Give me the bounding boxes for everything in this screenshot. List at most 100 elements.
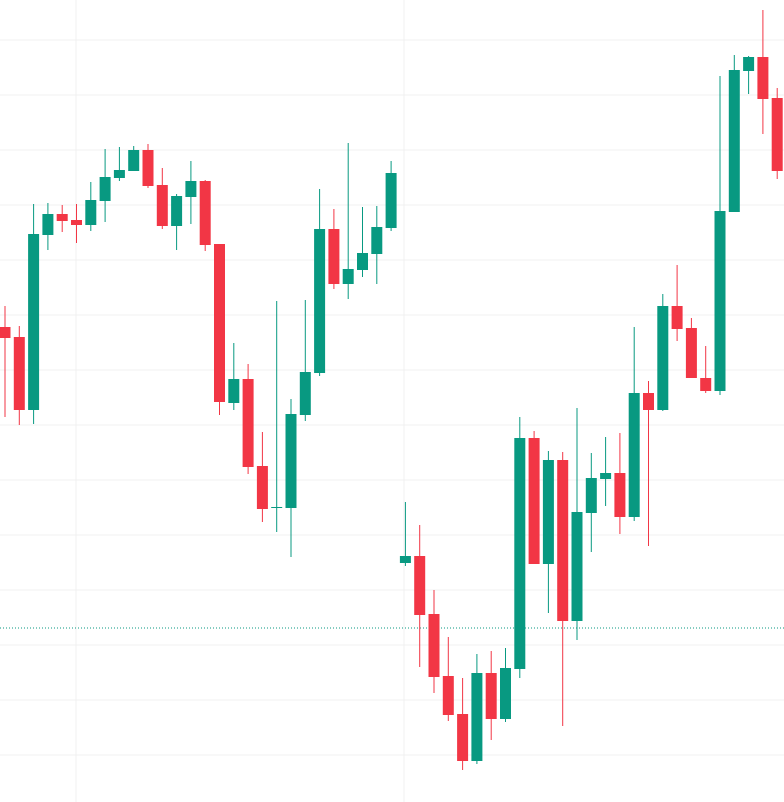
candle-up bbox=[285, 399, 297, 557]
candles bbox=[0, 10, 783, 770]
candle-up bbox=[743, 56, 755, 94]
candle-down bbox=[771, 88, 783, 179]
candle-body bbox=[42, 214, 54, 235]
candle-up bbox=[171, 194, 183, 250]
candle-body bbox=[700, 378, 712, 391]
candle-up bbox=[228, 343, 240, 410]
candle-body bbox=[28, 234, 40, 410]
candle-down bbox=[557, 452, 569, 726]
candle-up bbox=[500, 648, 511, 722]
candle-down bbox=[13, 326, 25, 425]
candle-down bbox=[242, 364, 254, 474]
candle-up bbox=[299, 300, 311, 421]
candle-down bbox=[671, 265, 683, 341]
candle-body bbox=[228, 379, 240, 403]
candle-body bbox=[600, 473, 612, 479]
candle-body bbox=[714, 211, 726, 391]
candle-down bbox=[442, 637, 454, 721]
candle-body bbox=[457, 714, 469, 761]
candle-body bbox=[285, 414, 297, 508]
candle-body bbox=[271, 507, 283, 508]
candle-body bbox=[56, 214, 68, 221]
candle-body bbox=[643, 393, 654, 410]
candle-down bbox=[256, 432, 268, 522]
candle-down bbox=[643, 381, 654, 546]
candle-up bbox=[714, 76, 726, 395]
candle-up bbox=[128, 146, 140, 171]
candle-body bbox=[242, 379, 254, 467]
candle-down bbox=[414, 525, 426, 667]
candle-up bbox=[600, 437, 612, 506]
candle-down bbox=[56, 205, 68, 232]
candle-body bbox=[256, 466, 268, 509]
candle-body bbox=[614, 473, 626, 517]
candle-down bbox=[700, 346, 712, 393]
candle-up bbox=[542, 451, 554, 613]
candle-up bbox=[85, 182, 97, 231]
candle-body bbox=[428, 614, 440, 677]
candle-body bbox=[485, 673, 497, 719]
candle-body bbox=[542, 460, 554, 564]
candle-down bbox=[199, 180, 211, 251]
candle-down bbox=[156, 168, 168, 229]
candle-down bbox=[0, 306, 11, 417]
candle-down bbox=[485, 651, 497, 740]
candle-body bbox=[414, 556, 426, 615]
candle-up bbox=[42, 203, 54, 250]
candle-down bbox=[457, 678, 469, 770]
candle-body bbox=[685, 328, 697, 378]
candle-body bbox=[142, 150, 154, 186]
candle-up bbox=[385, 161, 397, 231]
candle-down bbox=[685, 318, 697, 378]
candle-body bbox=[99, 177, 111, 201]
candle-body bbox=[371, 227, 383, 254]
candle-down bbox=[142, 144, 154, 188]
candle-down bbox=[214, 244, 225, 415]
candle-up bbox=[99, 149, 111, 222]
candle-body bbox=[113, 170, 125, 178]
candle-body bbox=[0, 327, 11, 338]
candle-up bbox=[113, 147, 125, 181]
candle-up bbox=[357, 207, 368, 277]
candle-up bbox=[728, 55, 740, 212]
candle-down bbox=[328, 209, 340, 289]
candle-body bbox=[13, 337, 25, 410]
candle-down bbox=[428, 590, 440, 693]
candle-body bbox=[585, 478, 597, 513]
candle-body bbox=[471, 673, 483, 761]
candle-up bbox=[657, 294, 669, 411]
candle-body bbox=[199, 181, 211, 245]
candle-up bbox=[185, 161, 197, 224]
candle-body bbox=[71, 220, 82, 225]
candle-down bbox=[614, 433, 626, 534]
candle-body bbox=[500, 668, 511, 719]
candle-body bbox=[442, 676, 454, 715]
candle-body bbox=[314, 229, 326, 373]
candle-up bbox=[471, 654, 483, 764]
candle-down bbox=[757, 10, 769, 134]
candle-body bbox=[342, 269, 354, 284]
candle-up bbox=[271, 301, 283, 532]
candle-body bbox=[757, 57, 769, 99]
candle-body bbox=[771, 98, 783, 171]
candle-body bbox=[156, 185, 168, 226]
candle-body bbox=[557, 460, 569, 621]
candle-up bbox=[314, 189, 326, 376]
candle-body bbox=[171, 196, 183, 226]
candle-body bbox=[514, 438, 526, 669]
candle-down bbox=[528, 431, 540, 564]
candle-body bbox=[185, 181, 197, 197]
candle-up bbox=[399, 502, 411, 566]
candle-up bbox=[585, 453, 597, 552]
candle-body bbox=[399, 556, 411, 563]
candle-body bbox=[628, 393, 640, 517]
candle-body bbox=[85, 200, 97, 225]
candle-body bbox=[671, 306, 683, 329]
candle-body bbox=[743, 57, 755, 71]
candle-up bbox=[342, 143, 354, 299]
candle-up bbox=[628, 327, 640, 521]
candle-down bbox=[71, 204, 82, 243]
candle-up bbox=[28, 204, 40, 424]
candle-up bbox=[571, 408, 583, 640]
